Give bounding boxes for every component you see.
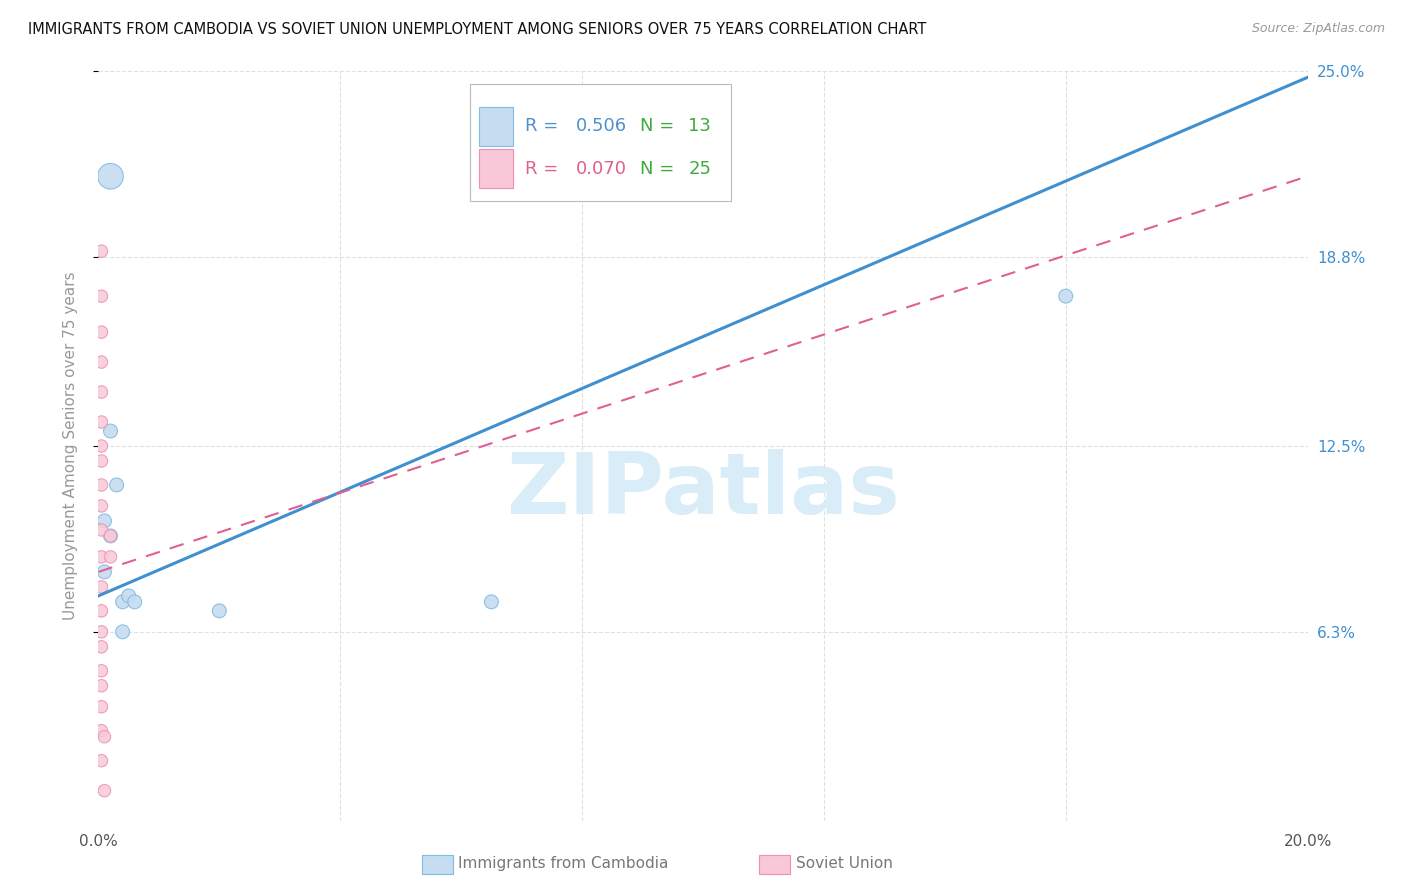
Point bbox=[100, 169, 122, 184]
Point bbox=[93, 514, 115, 528]
Point bbox=[90, 604, 112, 618]
Point bbox=[90, 624, 112, 639]
Point bbox=[90, 640, 112, 654]
Point bbox=[90, 679, 112, 693]
Point bbox=[111, 624, 134, 639]
Point bbox=[93, 783, 115, 797]
Text: 25: 25 bbox=[689, 160, 711, 178]
Text: R =: R = bbox=[526, 117, 564, 135]
Text: Source: ZipAtlas.com: Source: ZipAtlas.com bbox=[1251, 22, 1385, 36]
Text: Soviet Union: Soviet Union bbox=[796, 856, 893, 871]
Point bbox=[90, 723, 112, 738]
Text: 0.506: 0.506 bbox=[576, 117, 627, 135]
Y-axis label: Unemployment Among Seniors over 75 years: Unemployment Among Seniors over 75 years bbox=[63, 272, 77, 620]
Point bbox=[90, 699, 112, 714]
Point bbox=[90, 580, 112, 594]
Point bbox=[90, 439, 112, 453]
Point bbox=[105, 478, 128, 492]
Point bbox=[90, 415, 112, 429]
Point bbox=[90, 754, 112, 768]
Point bbox=[93, 730, 115, 744]
Text: 0.070: 0.070 bbox=[576, 160, 627, 178]
Point bbox=[111, 595, 134, 609]
Text: 13: 13 bbox=[689, 117, 711, 135]
Point bbox=[90, 478, 112, 492]
Point bbox=[100, 549, 122, 564]
Bar bbox=[479, 106, 513, 145]
Point bbox=[90, 244, 112, 259]
Point bbox=[100, 424, 122, 438]
Point bbox=[100, 529, 122, 543]
Point bbox=[90, 664, 112, 678]
Point bbox=[90, 499, 112, 513]
Text: ZIPatlas: ZIPatlas bbox=[506, 450, 900, 533]
Point bbox=[118, 589, 141, 603]
Point bbox=[90, 454, 112, 468]
Text: N =: N = bbox=[640, 160, 681, 178]
Point bbox=[90, 289, 112, 303]
Point bbox=[90, 523, 112, 537]
Point bbox=[208, 604, 231, 618]
Point bbox=[90, 325, 112, 339]
Point bbox=[481, 595, 503, 609]
Point bbox=[93, 565, 115, 579]
Point bbox=[100, 529, 122, 543]
Point bbox=[90, 549, 112, 564]
Text: IMMIGRANTS FROM CAMBODIA VS SOVIET UNION UNEMPLOYMENT AMONG SENIORS OVER 75 YEAR: IMMIGRANTS FROM CAMBODIA VS SOVIET UNION… bbox=[28, 22, 927, 37]
Point bbox=[124, 595, 146, 609]
Point bbox=[90, 385, 112, 400]
FancyBboxPatch shape bbox=[470, 84, 731, 201]
Text: Immigrants from Cambodia: Immigrants from Cambodia bbox=[458, 856, 669, 871]
Point bbox=[1054, 289, 1077, 303]
Text: N =: N = bbox=[640, 117, 681, 135]
Point bbox=[90, 355, 112, 369]
Text: R =: R = bbox=[526, 160, 564, 178]
Bar bbox=[479, 149, 513, 188]
